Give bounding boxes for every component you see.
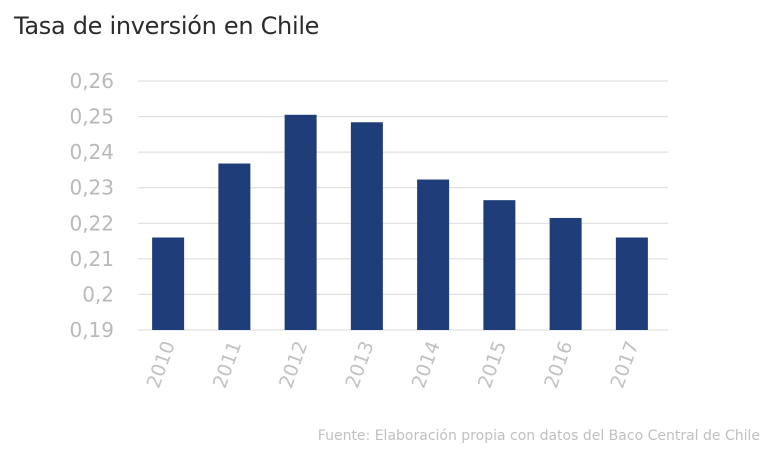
- y-tick-label: 0,2: [82, 282, 114, 306]
- bar-2015: [483, 200, 516, 330]
- bar-2011: [218, 163, 251, 330]
- x-axis: 2010 2011 2012 2013 2014 2015 2016 2017: [143, 338, 644, 391]
- gridlines: [138, 80, 668, 331]
- y-tick-label: 0,23: [69, 176, 114, 200]
- x-tick-label: 2011: [209, 338, 246, 391]
- x-tick-label: 2012: [275, 338, 312, 391]
- bar-2014: [417, 179, 450, 330]
- bar-2013: [350, 122, 383, 331]
- y-tick-label: 0,26: [69, 69, 114, 93]
- y-axis: 0,26 0,25 0,24 0,23 0,22 0,21 0,2 0,19: [69, 69, 114, 342]
- y-tick-label: 0,22: [69, 211, 114, 235]
- chart-title: Tasa de inversión en Chile: [14, 12, 320, 40]
- y-tick-label: 0,21: [69, 247, 114, 271]
- x-tick-label: 2015: [474, 338, 511, 391]
- bar-2010: [152, 237, 185, 330]
- bar-2017: [615, 237, 648, 330]
- y-tick-label: 0,25: [69, 105, 114, 129]
- y-tick-label: 0,24: [69, 140, 114, 164]
- bar-2012: [284, 114, 317, 331]
- bars: [152, 114, 648, 331]
- x-tick-label: 2014: [408, 338, 445, 391]
- x-tick-label: 2017: [606, 338, 643, 391]
- x-tick-label: 2010: [143, 338, 180, 391]
- x-tick-label: 2016: [540, 338, 577, 391]
- y-tick-label: 0,19: [69, 318, 114, 342]
- x-tick-label: 2013: [341, 338, 378, 391]
- bar-2016: [549, 217, 582, 330]
- source-note: Fuente: Elaboración propia con datos del…: [317, 428, 760, 444]
